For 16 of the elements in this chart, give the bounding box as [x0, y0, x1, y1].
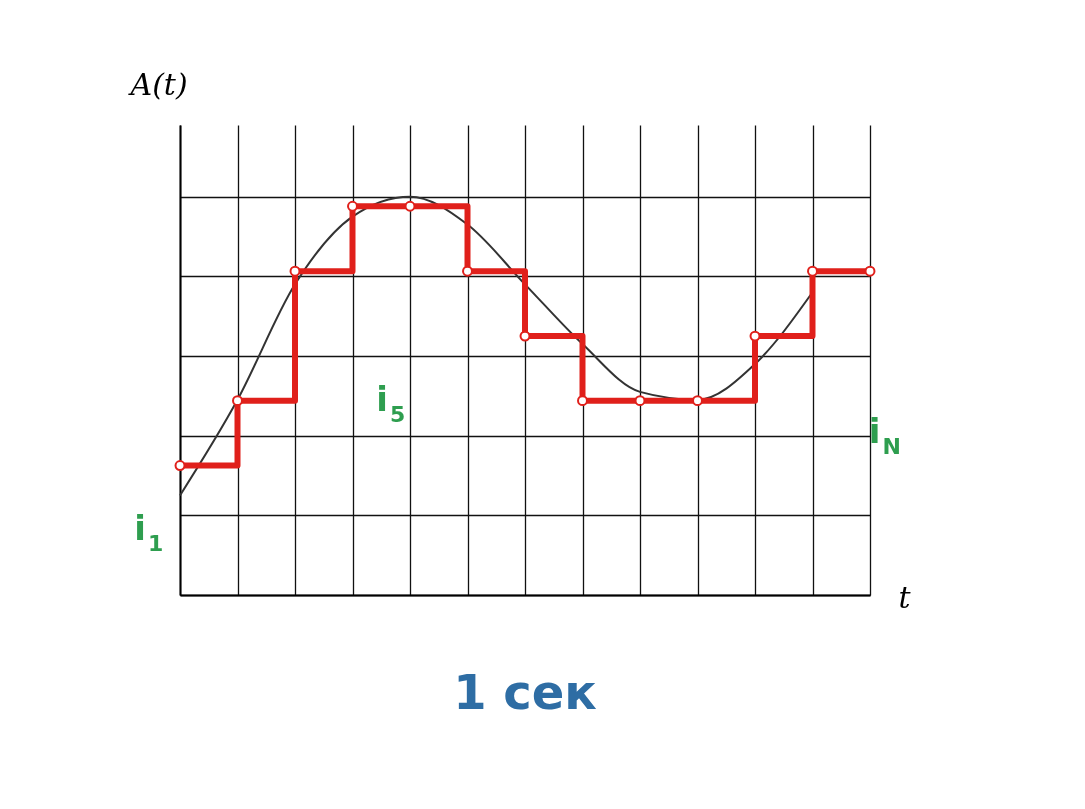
point: [404, 200, 416, 212]
point: [864, 265, 876, 277]
x-axis-title: t: [898, 579, 912, 615]
point: [347, 200, 358, 212]
text: 1 сек: [453, 664, 597, 720]
point: [749, 330, 761, 342]
point: [692, 395, 703, 407]
point: [289, 265, 301, 277]
point: [174, 460, 186, 472]
point: [807, 265, 818, 277]
point: [634, 395, 646, 407]
point: [577, 395, 588, 407]
point: [232, 395, 243, 407]
point: [519, 330, 531, 342]
point: [462, 265, 473, 277]
y-axis-title: A(t): [127, 66, 188, 102]
